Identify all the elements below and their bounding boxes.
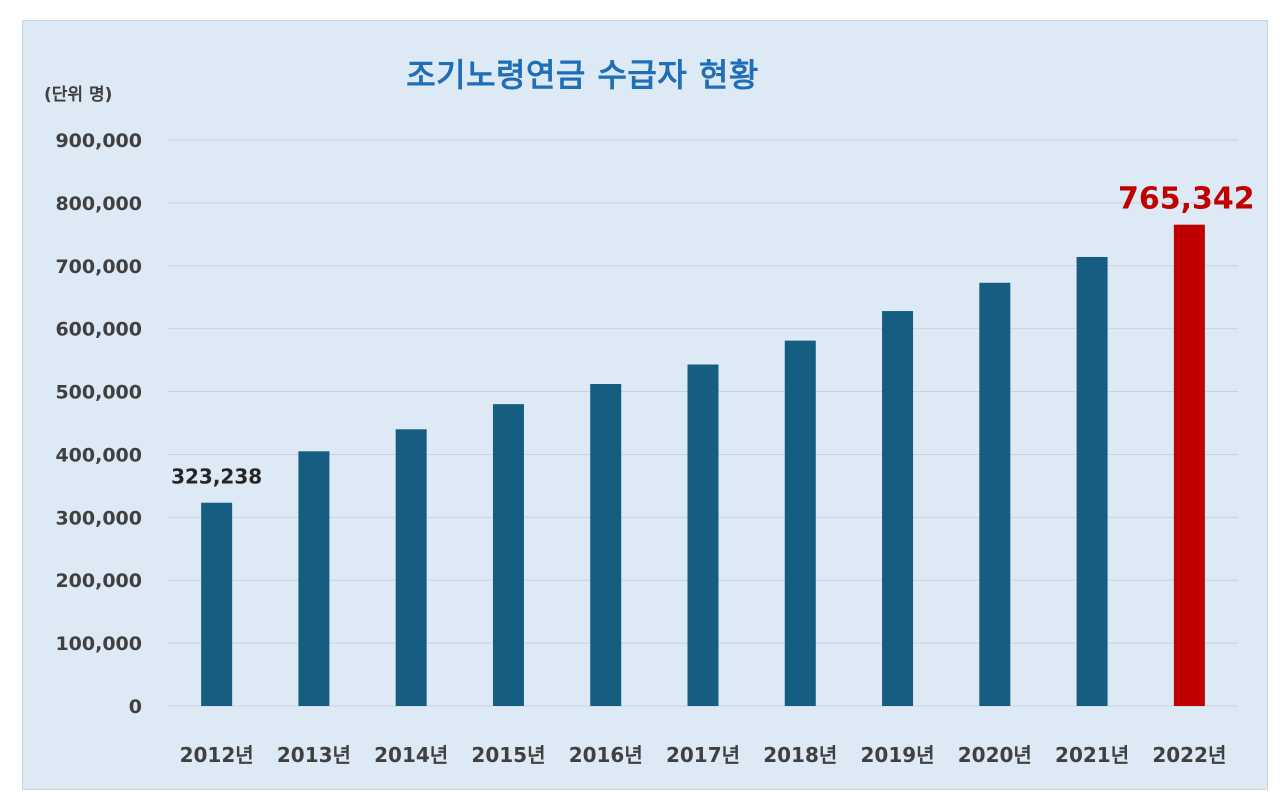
x-tick-label: 2021년 bbox=[1055, 743, 1129, 767]
x-tick-label: 2015년 bbox=[471, 743, 545, 767]
y-tick-label: 300,000 bbox=[55, 507, 142, 529]
y-tick-label: 800,000 bbox=[55, 193, 142, 215]
x-tick-label: 2012년 bbox=[180, 743, 254, 767]
y-tick-label: 900,000 bbox=[55, 130, 142, 152]
bar bbox=[298, 451, 330, 706]
y-tick-label: 600,000 bbox=[55, 319, 142, 341]
y-tick-label: 500,000 bbox=[55, 382, 142, 404]
data-label: 323,238 bbox=[171, 465, 262, 489]
y-tick-label: 700,000 bbox=[55, 256, 142, 278]
y-tick-label: 400,000 bbox=[55, 444, 142, 466]
x-tick-label: 2020년 bbox=[958, 743, 1032, 767]
bar bbox=[1076, 256, 1108, 706]
x-tick-label: 2013년 bbox=[277, 743, 351, 767]
data-label-highlight: 765,342 bbox=[1118, 182, 1255, 217]
bar bbox=[590, 384, 622, 706]
x-tick-label: 2022년 bbox=[1152, 743, 1226, 767]
bar-highlight bbox=[1173, 224, 1205, 706]
bar bbox=[979, 282, 1011, 706]
bar bbox=[395, 429, 427, 706]
bar bbox=[784, 340, 816, 706]
x-tick-label: 2019년 bbox=[861, 743, 935, 767]
y-tick-label: 0 bbox=[129, 696, 142, 718]
x-tick-label: 2014년 bbox=[374, 743, 448, 767]
x-tick-label: 2016년 bbox=[569, 743, 643, 767]
bar bbox=[687, 364, 719, 706]
y-tick-label: 100,000 bbox=[55, 633, 142, 655]
unit-label: (단위 명) bbox=[44, 85, 113, 105]
bar bbox=[882, 311, 914, 706]
x-tick-label: 2017년 bbox=[666, 743, 740, 767]
bar bbox=[201, 502, 233, 706]
y-tick-label: 200,000 bbox=[55, 570, 142, 592]
x-tick-label: 2018년 bbox=[763, 743, 837, 767]
bar bbox=[492, 404, 524, 706]
chart-title: 조기노령연금 수급자 현황 bbox=[406, 56, 759, 94]
